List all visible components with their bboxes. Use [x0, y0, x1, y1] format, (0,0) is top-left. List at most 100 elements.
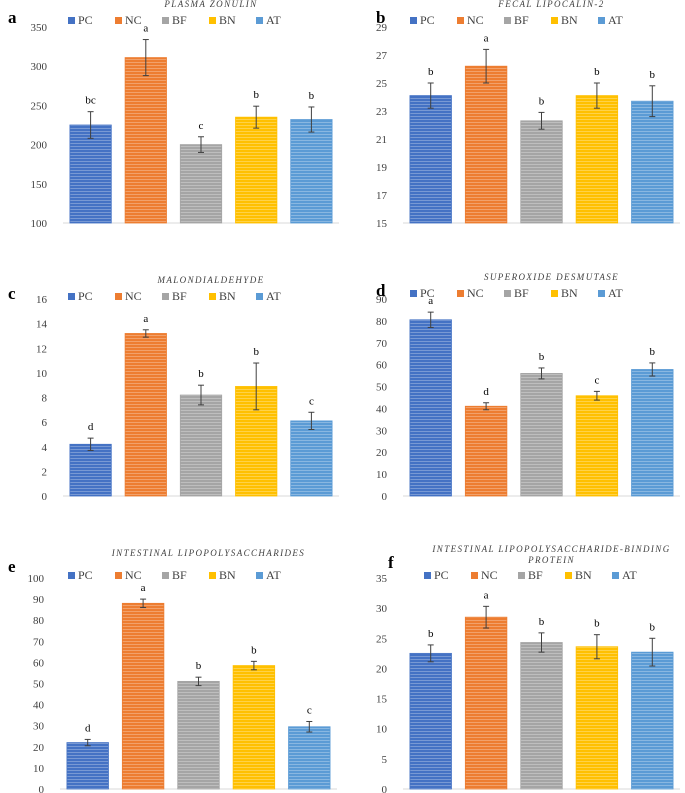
y-tick-label: 15: [376, 694, 388, 706]
bar-bf: [520, 120, 563, 224]
legend-swatch-bf: [162, 572, 169, 579]
chart-title: SUPEROXIDE DESMUTASE: [484, 272, 619, 282]
y-tick-label: 60: [33, 657, 45, 669]
bar-at: [290, 420, 333, 497]
legend-swatch-nc: [471, 572, 478, 579]
y-tick-label: 40: [376, 403, 388, 415]
significance-letter: d: [88, 421, 94, 433]
significance-letter: a: [484, 589, 489, 601]
significance-letter: b: [594, 66, 600, 78]
legend-label-pc: PC: [434, 568, 449, 582]
y-tick-label: 50: [376, 382, 388, 394]
y-tick-label: 0: [42, 491, 48, 503]
bar-pc: [409, 95, 452, 224]
bar-at: [631, 651, 674, 790]
y-tick-label: 20: [33, 742, 45, 754]
y-tick-label: 50: [33, 679, 45, 691]
y-tick-label: 70: [33, 636, 45, 648]
legend-label-nc: NC: [125, 13, 142, 27]
legend-label-bf: BF: [514, 13, 529, 27]
legend-label-pc: PC: [78, 289, 93, 303]
bar-bn: [575, 95, 619, 224]
legend-label-bn: BN: [219, 568, 236, 582]
significance-letter: b: [309, 90, 315, 102]
legend-swatch-at: [256, 293, 263, 300]
bar-pc: [409, 652, 452, 790]
legend-swatch-at: [598, 290, 605, 297]
significance-letter: d: [85, 722, 91, 734]
y-tick-label: 19: [376, 162, 388, 174]
y-tick-label: 2: [42, 466, 48, 478]
legend-swatch-bn: [551, 17, 558, 24]
y-tick-label: 10: [376, 724, 388, 736]
significance-letter: c: [307, 704, 312, 716]
significance-letter: b: [539, 95, 545, 107]
bar-pc: [69, 443, 112, 497]
y-tick-label: 70: [376, 338, 388, 350]
y-tick-label: 100: [31, 218, 48, 230]
significance-letter: b: [196, 660, 202, 672]
bar-bf: [179, 144, 223, 224]
chart-title: FECAL LIPOCALIN-2: [497, 0, 604, 9]
y-tick-label: 60: [376, 360, 388, 372]
legend-swatch-bf: [162, 17, 169, 24]
y-tick-label: 35: [376, 573, 388, 585]
y-tick-label: 40: [33, 700, 45, 712]
y-tick-label: 30: [376, 425, 388, 437]
legend-label-at: AT: [266, 13, 281, 27]
chart-panel-d: d SUPEROXIDE DESMUTASE PC NC BF BN AT 0 10 20 30 40…: [376, 272, 680, 503]
y-tick-label: 29: [376, 22, 388, 34]
panel-label: a: [8, 8, 17, 27]
y-tick-label: 10: [376, 469, 388, 481]
bar-bf: [520, 373, 563, 497]
legend-swatch-bf: [162, 293, 169, 300]
legend-label-nc: NC: [467, 286, 484, 300]
significance-letter: b: [428, 628, 434, 640]
panel-label: d: [376, 281, 386, 300]
y-tick-label: 250: [31, 100, 48, 112]
y-tick-label: 80: [376, 316, 388, 328]
legend-label-bf: BF: [528, 568, 543, 582]
legend-label-bn: BN: [575, 568, 592, 582]
chart-title: INTESTINAL LIPOPOLYSACCHARIDE-BINDING: [431, 544, 670, 554]
legend-swatch-at: [256, 17, 263, 24]
bar-nc: [464, 616, 508, 790]
y-tick-label: 17: [376, 190, 388, 202]
legend-label-nc: NC: [125, 568, 142, 582]
chart-panel-e: e INTESTINAL LIPOPOLYSACCHARIDES PC NC BF BN A…: [8, 548, 337, 793]
legend-swatch-bn: [209, 293, 216, 300]
legend-swatch-bn: [565, 572, 572, 579]
bar-bf: [177, 680, 220, 790]
significance-letter: b: [198, 368, 204, 380]
panel-label: e: [8, 557, 16, 576]
significance-letter: c: [199, 120, 204, 132]
legend-swatch-bf: [504, 17, 511, 24]
y-tick-label: 100: [28, 573, 45, 585]
legend-label-bf: BF: [514, 286, 529, 300]
significance-letter: b: [650, 69, 656, 81]
legend-swatch-nc: [457, 17, 464, 24]
legend-label-bn: BN: [561, 286, 578, 300]
bar-bn: [575, 646, 619, 790]
y-tick-label: 23: [376, 106, 388, 118]
chart-title: PLASMA ZONULIN: [163, 0, 257, 9]
y-tick-label: 6: [42, 417, 48, 429]
y-tick-label: 30: [376, 603, 388, 615]
y-tick-label: 80: [33, 615, 45, 627]
bar-pc: [66, 742, 109, 790]
y-tick-label: 20: [376, 663, 388, 675]
bar-bn: [232, 665, 276, 790]
significance-letter: a: [143, 313, 148, 325]
significance-letter: bc: [85, 95, 96, 107]
y-tick-label: 90: [33, 594, 45, 606]
legend-label-pc: PC: [420, 286, 435, 300]
significance-letter: d: [483, 386, 489, 398]
significance-letter: b: [539, 616, 545, 628]
bar-nc: [121, 602, 165, 790]
y-tick-label: 300: [31, 61, 48, 73]
bar-bn: [575, 395, 619, 497]
y-tick-label: 20: [376, 447, 388, 459]
y-tick-label: 15: [376, 218, 388, 230]
y-tick-label: 4: [42, 442, 48, 454]
